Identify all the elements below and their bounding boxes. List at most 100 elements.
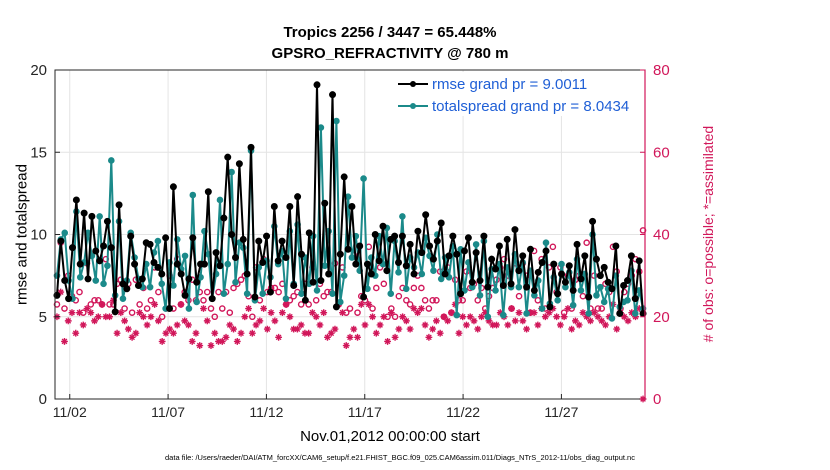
rmse-point (329, 91, 337, 99)
totalspread-point (437, 275, 445, 283)
assimilated-obs-point (489, 321, 497, 329)
assimilated-obs-point (553, 313, 561, 321)
possible-obs-point (155, 288, 162, 296)
x-tick-label: 11/07 (151, 404, 185, 420)
assimilated-obs-point (185, 321, 192, 329)
assimilated-obs-point (57, 288, 65, 296)
rmse-point (464, 234, 472, 242)
totalspread-point (523, 310, 530, 317)
totalspread-point (119, 295, 127, 302)
assimilated-obs-point (572, 317, 579, 325)
x-tick-label: 11/02 (53, 404, 87, 420)
rmse-point (189, 234, 197, 242)
assimilated-obs-point (192, 329, 200, 337)
possible-obs-point (249, 313, 256, 321)
rmse-point (317, 277, 325, 285)
rmse-point (410, 270, 418, 278)
possible-obs-point (406, 301, 414, 308)
rmse-point (426, 242, 434, 250)
rmse-point (282, 254, 290, 262)
assimilated-obs-point (575, 321, 583, 329)
x-tick-label: 11/17 (348, 404, 382, 420)
rmse-point (127, 232, 135, 240)
rmse-point (418, 249, 426, 257)
assimilated-obs-point (410, 305, 418, 312)
assimilated-obs-point (417, 305, 425, 312)
assimilated-obs-point (83, 305, 91, 312)
rmse-point (453, 250, 461, 258)
possible-obs-point (354, 309, 361, 316)
totalspread-point (542, 239, 550, 247)
assimilated-obs-point (211, 329, 219, 337)
possible-obs-point (290, 292, 297, 300)
rmse-point (138, 275, 146, 283)
rmse-point (208, 295, 216, 303)
rmse-point (263, 232, 271, 240)
rmse-point (484, 283, 492, 291)
assimilated-obs-point (155, 317, 162, 325)
assimilated-obs-point (613, 325, 621, 333)
rmse-point (631, 295, 639, 303)
assimilated-obs-point (526, 309, 534, 317)
rmse-point (395, 258, 403, 266)
rmse-point (565, 262, 573, 270)
assimilated-obs-point (372, 329, 380, 337)
totalspread-point (181, 252, 189, 260)
rmse-point (173, 260, 181, 268)
totalspread-point (558, 260, 565, 268)
rmse-point (290, 281, 298, 289)
assimilated-obs-point (294, 325, 301, 333)
assimilated-obs-point (320, 309, 328, 317)
totalspread-point (515, 283, 523, 291)
totalspread-point (336, 298, 344, 306)
possible-obs-point (237, 276, 245, 284)
totalspread-point (108, 157, 115, 164)
rmse-point (433, 237, 441, 245)
rmse-point (181, 291, 189, 299)
y-tick-label-right: 20 (653, 309, 670, 326)
totalspread-point (329, 290, 336, 298)
rmse-point (507, 280, 515, 288)
assimilated-obs-point (309, 309, 316, 317)
assimilated-obs-point (248, 329, 256, 337)
rmse-point (476, 277, 484, 285)
possible-obs-point (121, 305, 128, 312)
y-tick-label-left: 20 (30, 62, 47, 79)
rmse-point (616, 309, 624, 317)
rmse-point (371, 231, 379, 238)
rmse-point (526, 245, 534, 253)
rmse-point (581, 252, 589, 260)
assimilated-obs-point (275, 333, 283, 341)
rmse-point (391, 232, 399, 240)
assimilated-obs-point (297, 321, 305, 329)
assimilated-obs-point (376, 321, 384, 329)
totalspread-point (577, 287, 585, 294)
assimilated-obs-point (384, 338, 391, 345)
assimilated-obs-point (233, 338, 241, 345)
rmse-point (604, 278, 612, 286)
rmse-point (445, 252, 453, 260)
possible-obs-point (380, 280, 388, 288)
totalspread-point (104, 262, 111, 270)
assimilated-obs-point (504, 321, 512, 329)
rmse-point (169, 183, 177, 191)
assimilated-obs-point (237, 329, 245, 337)
assimilated-obs-point (406, 325, 414, 333)
possible-obs-point (391, 313, 399, 321)
assimilated-obs-point (590, 309, 598, 317)
rmse-point (220, 214, 228, 222)
assimilated-obs-point (369, 313, 376, 321)
assimilated-obs-point (278, 309, 286, 317)
assimilated-obs-point (429, 325, 437, 333)
x-tick-label: 11/27 (544, 404, 578, 420)
possible-obs-point (87, 301, 95, 308)
totalspread-point (631, 310, 639, 317)
rmse-point (68, 244, 76, 252)
assimilated-obs-point (354, 333, 361, 341)
assimilated-obs-point (91, 317, 98, 325)
rmse-point (488, 255, 496, 263)
assimilated-obs-point (598, 317, 606, 325)
totalspread-point (569, 301, 577, 309)
rmse-point (538, 258, 546, 266)
